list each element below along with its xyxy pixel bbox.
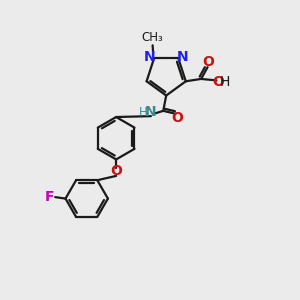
Text: H: H xyxy=(220,75,230,89)
Text: N: N xyxy=(144,50,155,64)
Text: N: N xyxy=(145,105,157,119)
Text: O: O xyxy=(212,75,224,89)
Text: CH₃: CH₃ xyxy=(142,31,164,44)
Text: N: N xyxy=(176,50,188,64)
Text: F: F xyxy=(44,190,54,204)
Text: O: O xyxy=(171,112,183,125)
Text: O: O xyxy=(110,164,122,178)
Text: O: O xyxy=(202,56,214,69)
Text: H: H xyxy=(139,106,148,119)
